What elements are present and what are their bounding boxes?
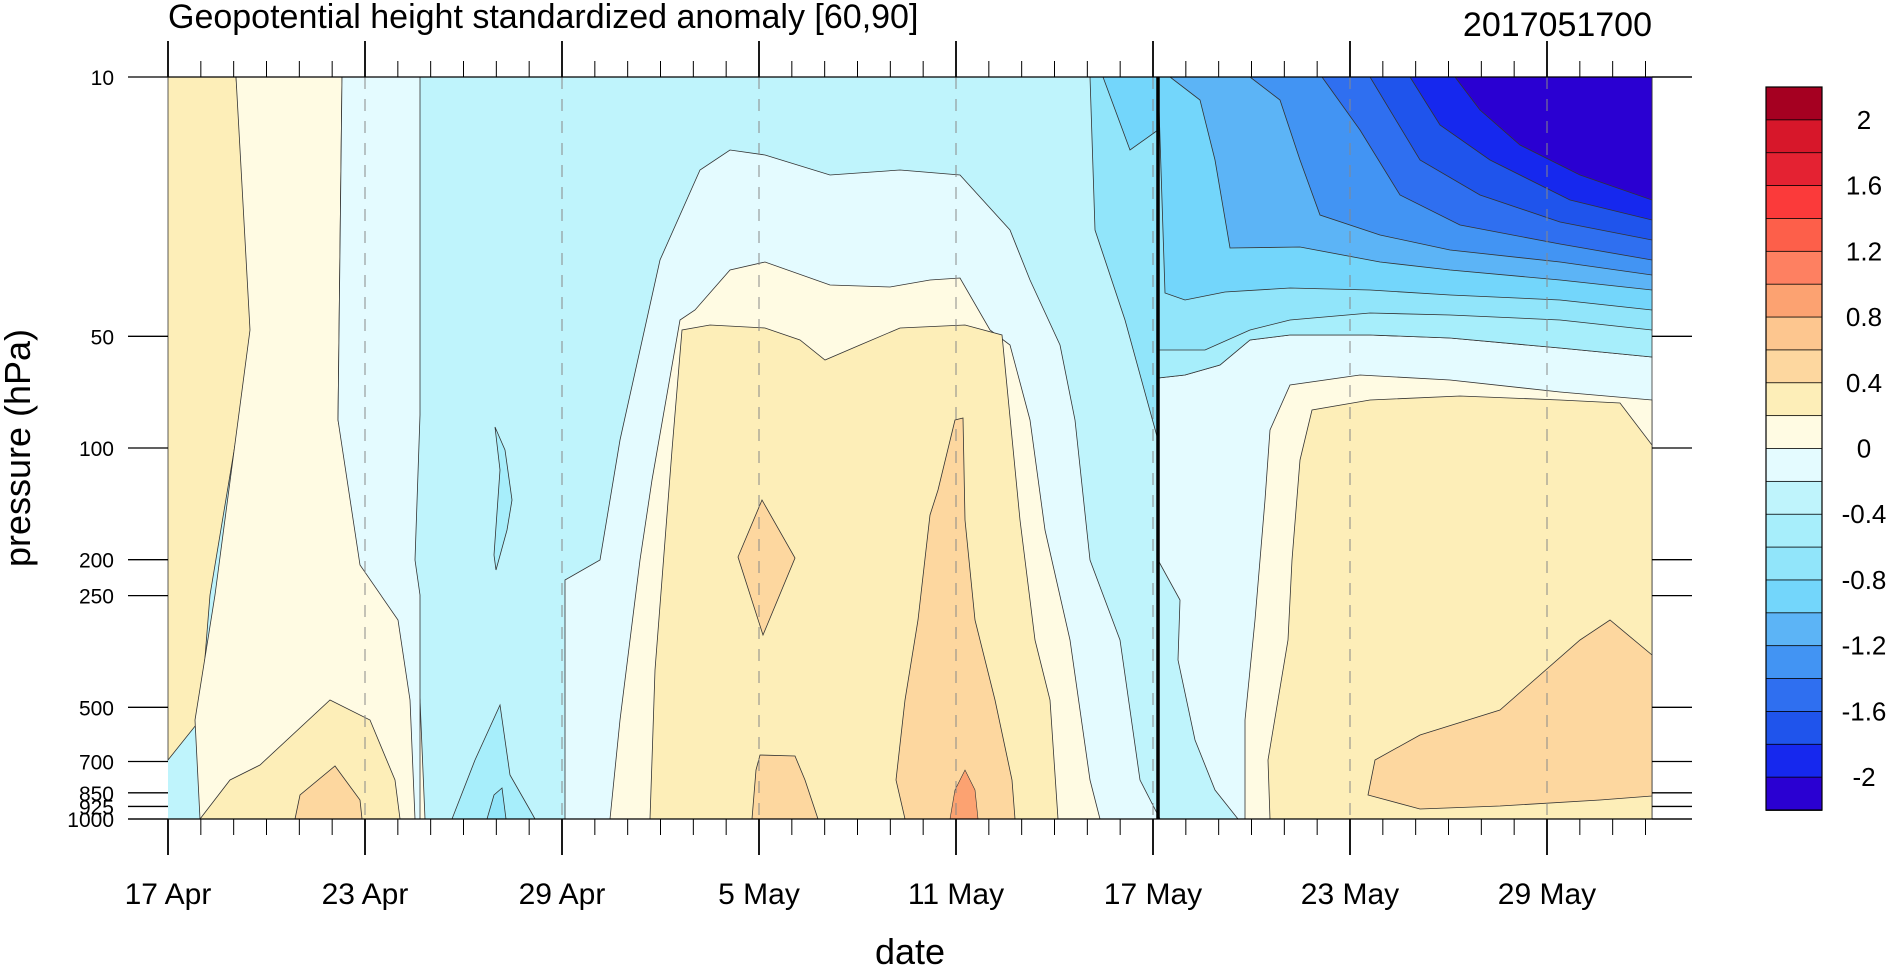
colorbar-swatch [1765, 546, 1823, 581]
contour-region-mid-blue [493, 426, 513, 571]
grid-lines [364, 77, 1548, 819]
y-tick-label: 250 [79, 586, 114, 609]
x-tick-label: 11 May [908, 878, 1004, 911]
contour-fill-layer [167, 76, 1653, 820]
y-tick-label: 925 [79, 796, 114, 819]
colorbar-swatch [1765, 743, 1823, 779]
colorbar-label: -2 [1852, 762, 1875, 792]
colorbar-swatch [1765, 119, 1823, 154]
y-tick-label: 100 [79, 438, 114, 461]
colorbar-label: -1.2 [1842, 631, 1887, 661]
colorbar-swatch [1765, 448, 1823, 483]
y-tick-label: 200 [79, 550, 114, 573]
x-tick-label: 17 Apr [125, 878, 212, 911]
x-tick-label: 17 May [1104, 878, 1202, 911]
colorbar-frame [1765, 86, 1823, 811]
colorbar-label: -0.4 [1842, 499, 1887, 529]
y-tick-label: 850 [79, 783, 114, 806]
colorbar-swatch [1765, 513, 1823, 548]
colorbar-swatch [1765, 283, 1823, 318]
colorbar: 2 1.6 1.2 0.8 0.4 0 -0.4 -0.8 -1.2 -1.6 -2 [1765, 86, 1887, 811]
colorbar-swatch [1765, 316, 1823, 351]
colorbar-swatch [1765, 579, 1823, 614]
chart-title: Geopotential height standardized anomaly… [168, 0, 918, 36]
colorbar-label: 1.6 [1846, 171, 1882, 201]
x-tick-label: 5 May [718, 878, 800, 911]
y-tick-label: 700 [79, 752, 114, 775]
y-tick-label: 10 [91, 67, 114, 90]
chart-date-label: 2017051700 [1463, 6, 1652, 44]
colorbar-swatch [1765, 415, 1823, 450]
colorbar-swatch [1765, 711, 1823, 746]
x-tick-label: 29 May [1498, 878, 1596, 911]
colorbar-label: 0.4 [1846, 368, 1882, 398]
colorbar-swatch [1765, 612, 1823, 647]
colorbar-label: 1.2 [1846, 236, 1882, 266]
colorbar-swatch [1765, 678, 1823, 713]
colorbar-label: -0.8 [1842, 565, 1887, 595]
colorbar-label: 0 [1857, 434, 1871, 464]
colorbar-swatch [1765, 382, 1823, 417]
colorbar-swatch [1765, 349, 1823, 384]
colorbar-label: 0.8 [1846, 302, 1882, 332]
axes [128, 41, 1692, 855]
y-axis-label: pressure (hPa) [0, 329, 38, 567]
colorbar-swatch [1765, 480, 1823, 516]
x-axis-label: date [875, 931, 945, 969]
x-tick-label: 29 Apr [519, 878, 606, 911]
colorbar-label: -1.6 [1842, 696, 1887, 726]
colorbar-swatch [1765, 218, 1823, 253]
y-tick-label: 50 [91, 326, 114, 349]
y-tick-label: 500 [79, 697, 114, 720]
colorbar-swatch [1765, 250, 1823, 286]
contour-region-center-orange-2 [895, 417, 1016, 820]
colorbar-swatch [1765, 86, 1823, 121]
colorbar-swatch [1765, 152, 1823, 187]
x-tick-label: 23 May [1301, 878, 1399, 911]
colorbar-label: 2 [1857, 105, 1871, 135]
colorbar-swatch [1765, 776, 1823, 811]
contour-region-center-orange-1 [737, 499, 796, 637]
x-tick-label: 23 Apr [322, 878, 409, 911]
contour-region-after-orange [1367, 619, 1653, 810]
y-tick-label: 1000 [67, 809, 114, 832]
colorbar-swatch [1765, 185, 1823, 220]
x-tick-labels: 17 Apr 23 Apr 29 Apr 5 May 11 May 17 May 23 Ma… [125, 878, 1597, 911]
colorbar-swatch [1765, 645, 1823, 680]
